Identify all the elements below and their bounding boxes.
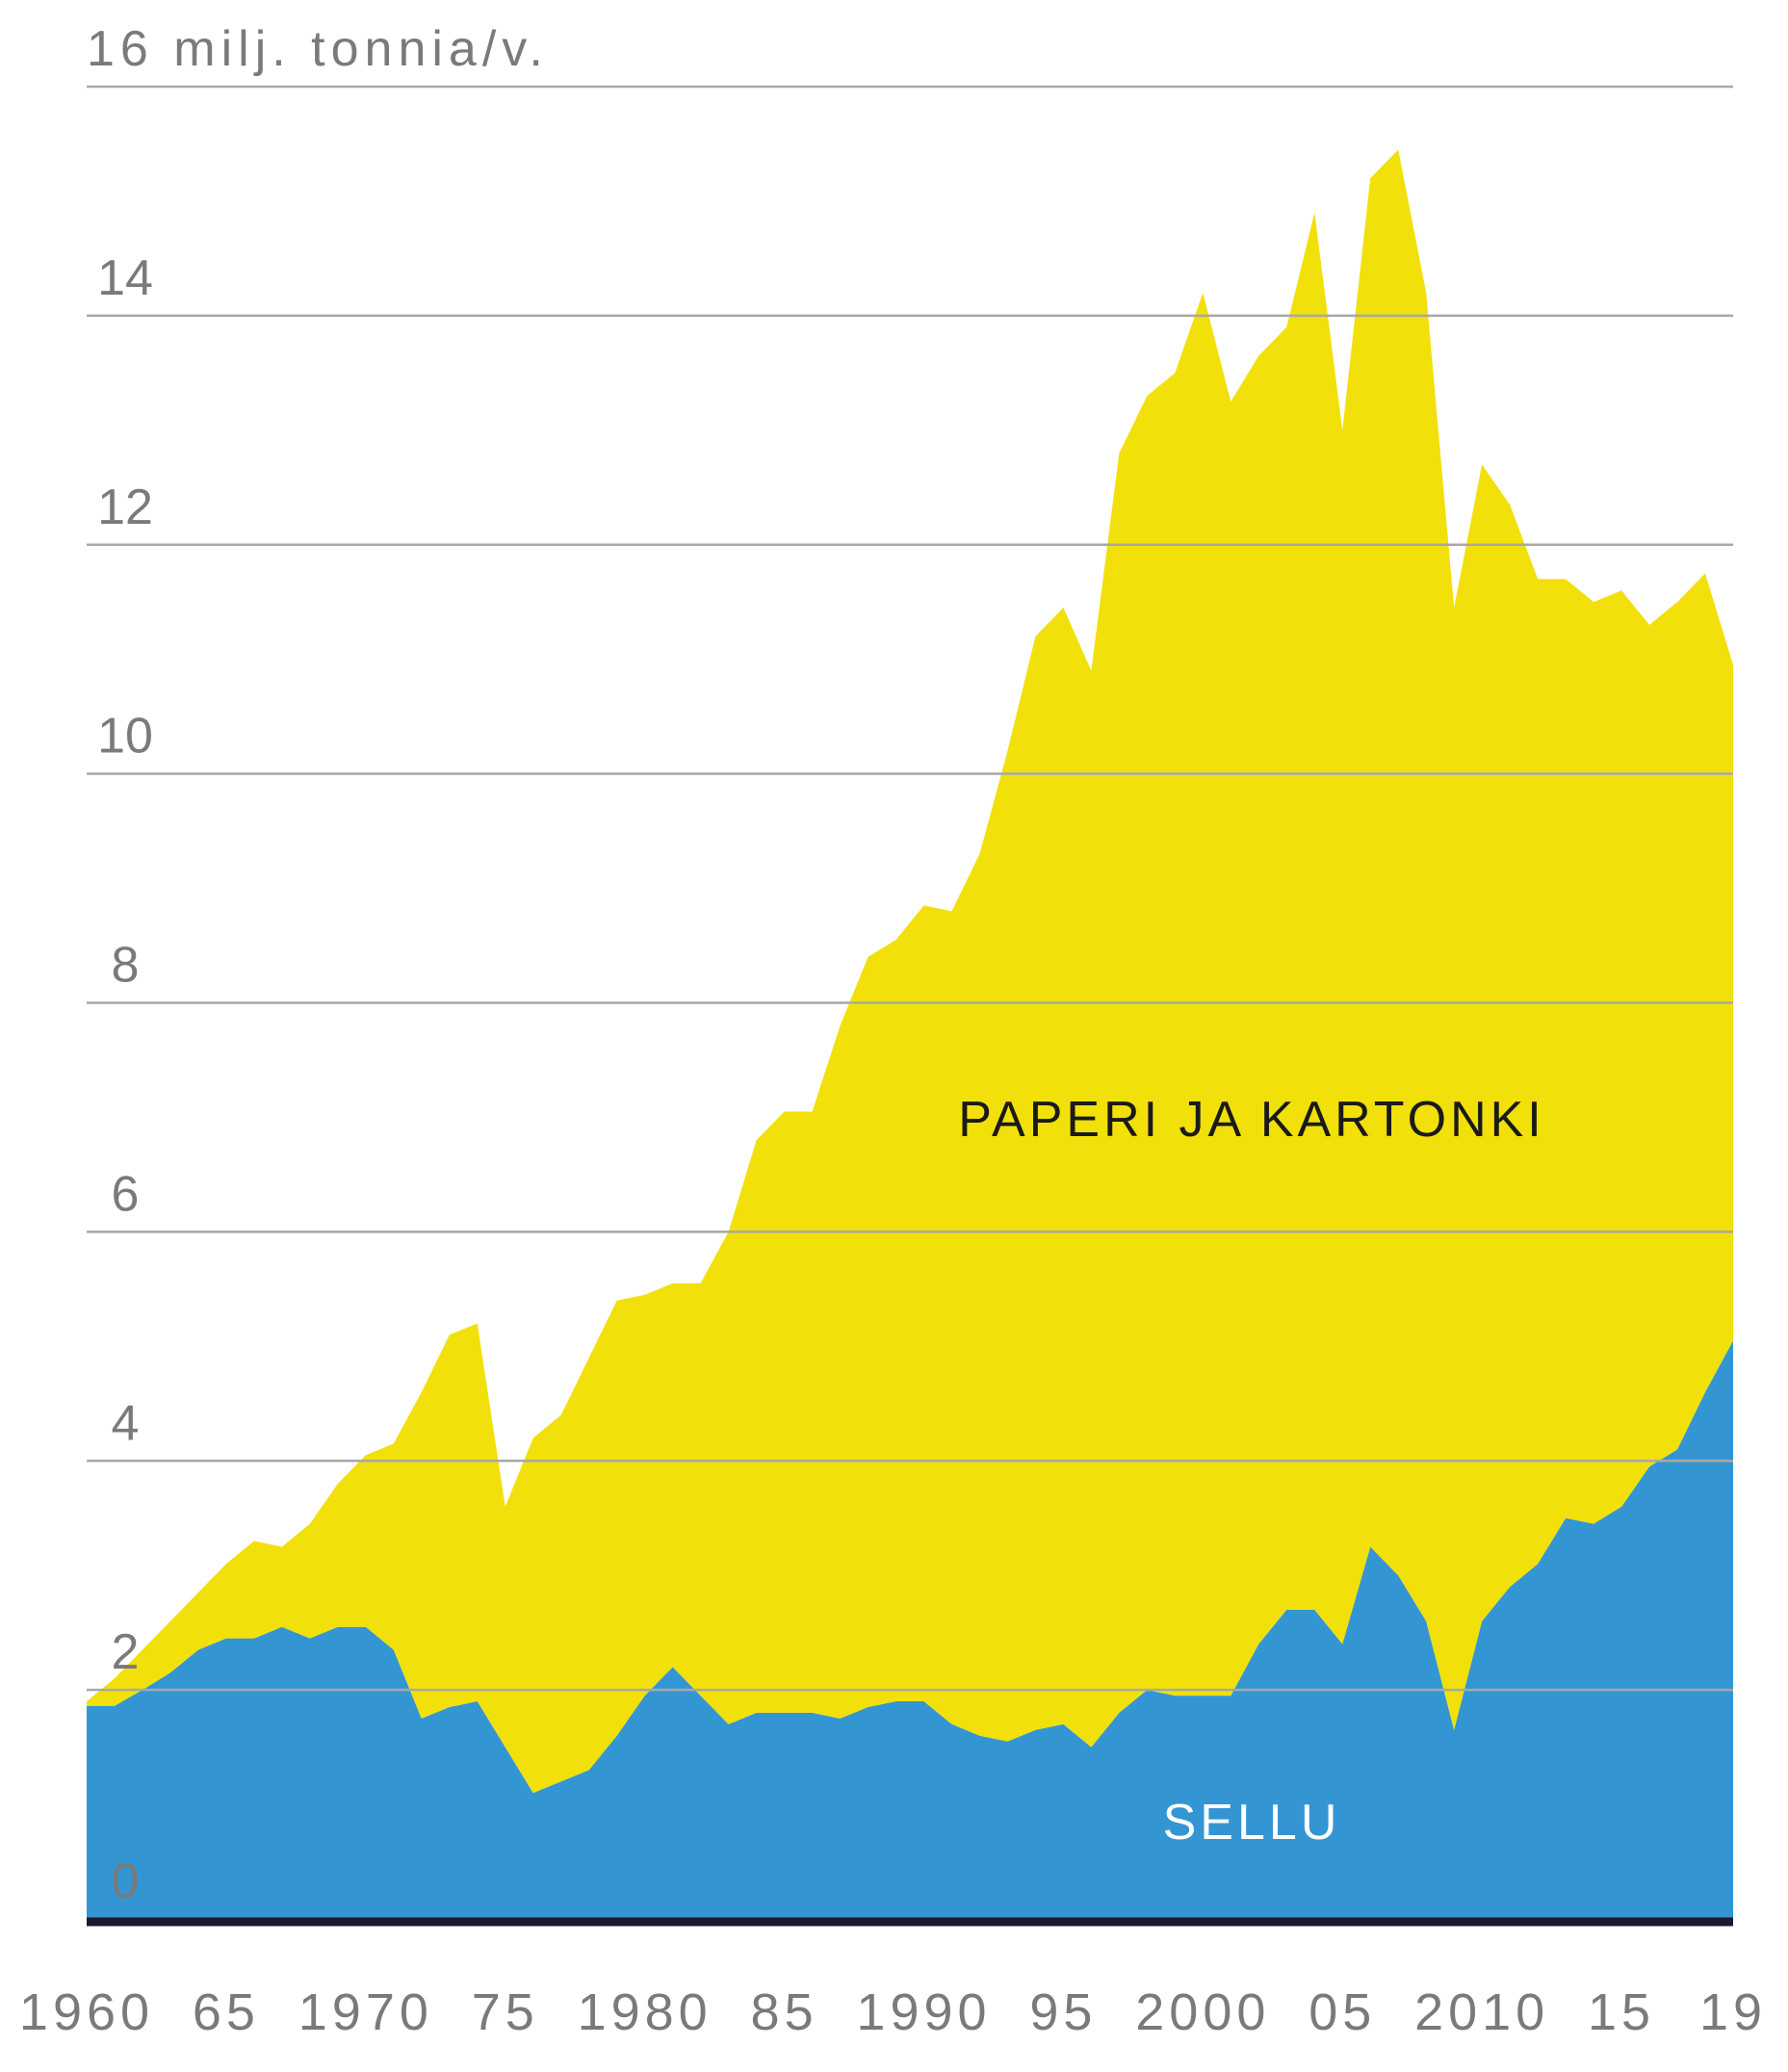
x-tick-label: 1970 <box>298 1983 433 2041</box>
x-tick-label: 19 <box>1699 1983 1767 2041</box>
y-tick-label: 16 milj. tonnia/v. <box>87 21 549 77</box>
x-tick-label: 2000 <box>1135 1983 1270 2041</box>
area <box>87 149 1733 1794</box>
y-tick-label: 12 <box>97 479 153 535</box>
x-tick-label: 85 <box>751 1983 818 2041</box>
y-tick-label: 14 <box>97 250 153 306</box>
x-tick-label: 2010 <box>1414 1983 1549 2041</box>
x-tick-label: 05 <box>1309 1983 1376 2041</box>
x-tick-label: 1960 <box>19 1983 154 2041</box>
area <box>87 1340 1733 1919</box>
x-tick-label: 75 <box>472 1983 539 2041</box>
y-tick-label: 2 <box>112 1624 140 1680</box>
y-tick-label: 8 <box>112 938 140 994</box>
x-tick-label: 65 <box>193 1983 260 2041</box>
y-tick-label: 10 <box>97 709 153 764</box>
y-tick-label: 0 <box>112 1853 140 1909</box>
series-label: PAPERI JA KARTONKI <box>958 1092 1545 1148</box>
series-label: SELLU <box>1163 1795 1341 1851</box>
x-tick-label: 1990 <box>856 1983 991 2041</box>
x-tick-label: 15 <box>1588 1983 1655 2041</box>
y-tick-label: 6 <box>112 1166 140 1222</box>
y-tick-label: 4 <box>112 1395 140 1451</box>
x-tick-label: 1980 <box>578 1983 713 2041</box>
x-tick-label: 95 <box>1029 1983 1097 2041</box>
